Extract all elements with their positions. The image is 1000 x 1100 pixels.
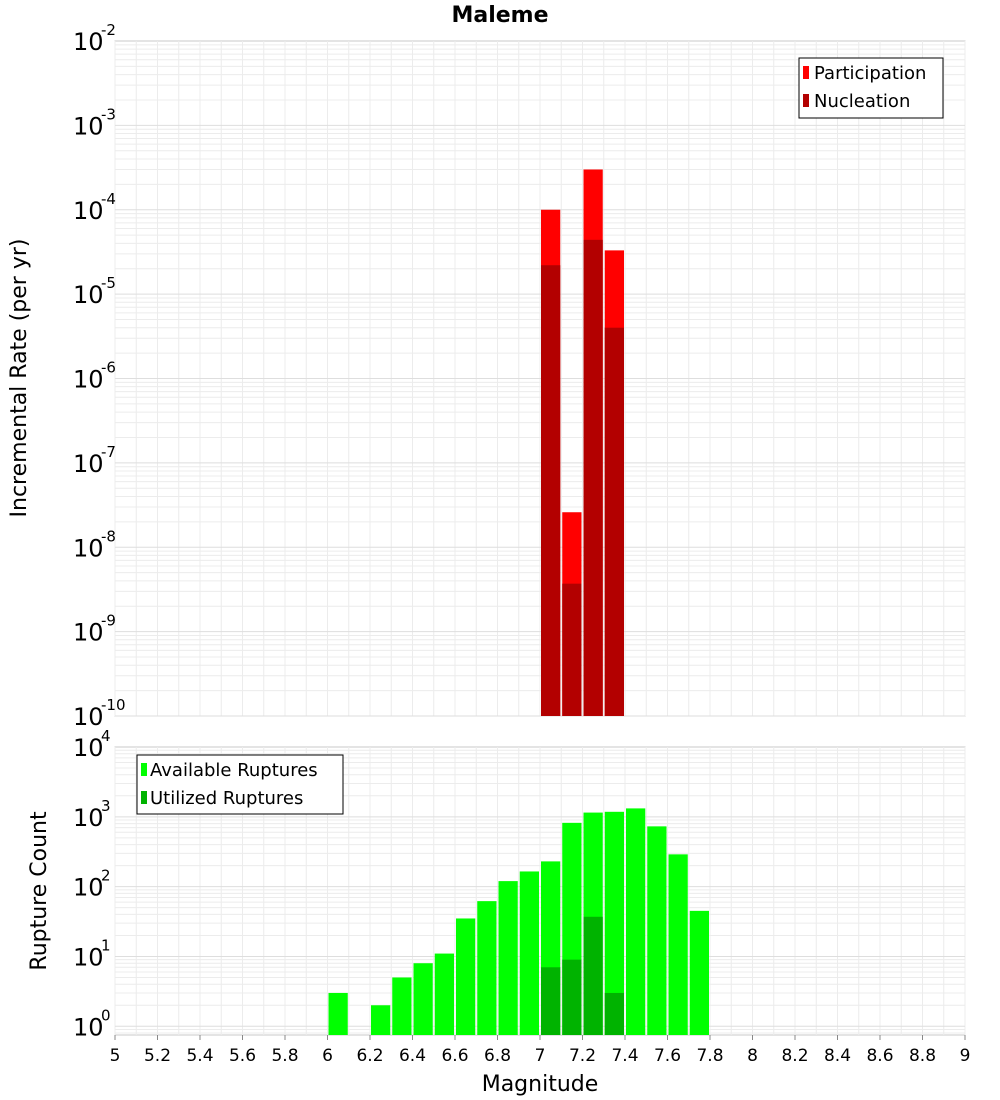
bar-available	[413, 963, 433, 1035]
x-tick-label: 8.6	[866, 1046, 893, 1066]
y-tick-exponent: 1	[101, 936, 111, 954]
y-tick-exponent: -6	[101, 359, 116, 377]
x-tick-label: 5.8	[271, 1046, 298, 1066]
bar-available	[626, 808, 646, 1035]
x-tick-label: 7.4	[611, 1046, 638, 1066]
bar-available	[519, 871, 539, 1035]
bar-available	[434, 953, 454, 1035]
legend-swatch-participation	[803, 66, 809, 79]
top-grid	[114, 41, 966, 717]
x-tick-label: 8.4	[824, 1046, 851, 1066]
bar-nucleation	[604, 327, 624, 716]
y-tick-label: 10	[73, 1013, 104, 1041]
bar-available	[689, 910, 709, 1035]
y-tick-label: 10	[73, 450, 104, 478]
legend-label-nucleation: Nucleation	[814, 91, 910, 112]
y-tick-label: 10	[73, 734, 104, 762]
bar-nucleation	[541, 265, 561, 716]
x-tick-label: 7.8	[696, 1046, 723, 1066]
bar-available	[604, 811, 624, 1035]
y-tick-label: 10	[73, 943, 104, 971]
bar-available	[456, 918, 476, 1035]
y-tick-label: 10	[73, 703, 104, 731]
y-tick-exponent: -3	[101, 105, 116, 123]
bottom-grid	[114, 747, 966, 1035]
bottom-bars	[328, 808, 709, 1035]
bar-available	[647, 826, 667, 1035]
legend-label-utilized: Utilized Ruptures	[150, 788, 303, 809]
x-tick-label: 7.2	[569, 1046, 596, 1066]
x-tick-label: 6	[322, 1046, 333, 1066]
y-tick-label: 10	[73, 534, 104, 562]
bar-available	[498, 881, 518, 1035]
x-tick-label: 7.6	[654, 1046, 681, 1066]
top-y-axis-label: Incremental Rate (per yr)	[7, 239, 32, 518]
top-legend-box	[798, 57, 944, 119]
y-tick-label: 10	[73, 28, 104, 56]
top-bars	[541, 169, 624, 717]
x-axis-label: Magnitude	[482, 1072, 599, 1097]
x-tick-label: 8.8	[909, 1046, 936, 1066]
top-y-tick-labels: 10-210-310-410-510-610-710-810-910-10	[73, 21, 126, 731]
legend-swatch-available	[141, 763, 147, 776]
chart-title: Maleme	[451, 3, 548, 28]
legend-swatch-utilized	[141, 791, 147, 804]
y-tick-exponent: 2	[101, 867, 111, 885]
x-tick-labels: 5 5.2 5.4 5.6 5.8 6 6.2 6.4 6.6 6.8 7 7.2 7.4 7.6 7.8 8…	[110, 1035, 971, 1066]
bottom-legend: Available Ruptures Utilized Ruptures	[136, 754, 344, 815]
y-tick-exponent: -10	[101, 696, 126, 714]
x-tick-label: 5.4	[186, 1046, 213, 1066]
y-tick-label: 10	[73, 366, 104, 394]
x-tick-label: 8.2	[781, 1046, 808, 1066]
y-tick-exponent: -4	[101, 190, 116, 208]
y-tick-exponent: -9	[101, 612, 116, 630]
top-legend: Participation Nucleation	[798, 57, 944, 119]
y-tick-label: 10	[73, 874, 104, 902]
y-tick-exponent: 4	[101, 727, 111, 745]
x-tick-label: 6.4	[399, 1046, 426, 1066]
y-tick-exponent: -8	[101, 527, 116, 545]
bar-nucleation	[583, 239, 603, 716]
x-tick-label: 5.6	[229, 1046, 256, 1066]
bar-available	[668, 854, 688, 1035]
y-tick-label: 10	[73, 619, 104, 647]
y-tick-exponent: 0	[101, 1006, 111, 1024]
x-tick-label: 6.2	[356, 1046, 383, 1066]
x-tick-label: 7	[535, 1046, 546, 1066]
y-tick-exponent: -2	[101, 21, 116, 39]
y-tick-label: 10	[73, 112, 104, 140]
y-tick-exponent: 3	[101, 797, 111, 815]
x-tick-label: 5	[110, 1046, 121, 1066]
y-tick-label: 10	[73, 281, 104, 309]
bar-utilized	[583, 916, 603, 1035]
y-tick-label: 10	[73, 197, 104, 225]
x-tick-label: 9	[960, 1046, 971, 1066]
bar-utilized	[541, 967, 561, 1035]
x-tick-label: 8	[747, 1046, 758, 1066]
y-tick-label: 10	[73, 804, 104, 832]
bottom-y-axis-label: Rupture Count	[27, 811, 52, 971]
bar-available	[392, 977, 412, 1035]
legend-label-available: Available Ruptures	[150, 760, 318, 781]
top-panel: 10-210-310-410-510-610-710-810-910-10 Ma…	[7, 3, 966, 731]
x-tick-label: 5.2	[144, 1046, 171, 1066]
bar-available	[328, 992, 348, 1035]
y-tick-exponent: -7	[101, 443, 116, 461]
bar-utilized	[562, 959, 582, 1035]
legend-label-participation: Participation	[814, 63, 926, 84]
bar-available	[371, 1005, 391, 1035]
bar-utilized	[604, 992, 624, 1035]
legend-swatch-nucleation	[803, 94, 809, 107]
bar-nucleation	[562, 583, 582, 716]
bottom-legend-box	[136, 754, 344, 815]
bar-available	[477, 901, 497, 1035]
y-tick-exponent: -5	[101, 274, 116, 292]
x-tick-label: 6.8	[484, 1046, 511, 1066]
x-tick-label: 6.6	[441, 1046, 468, 1066]
